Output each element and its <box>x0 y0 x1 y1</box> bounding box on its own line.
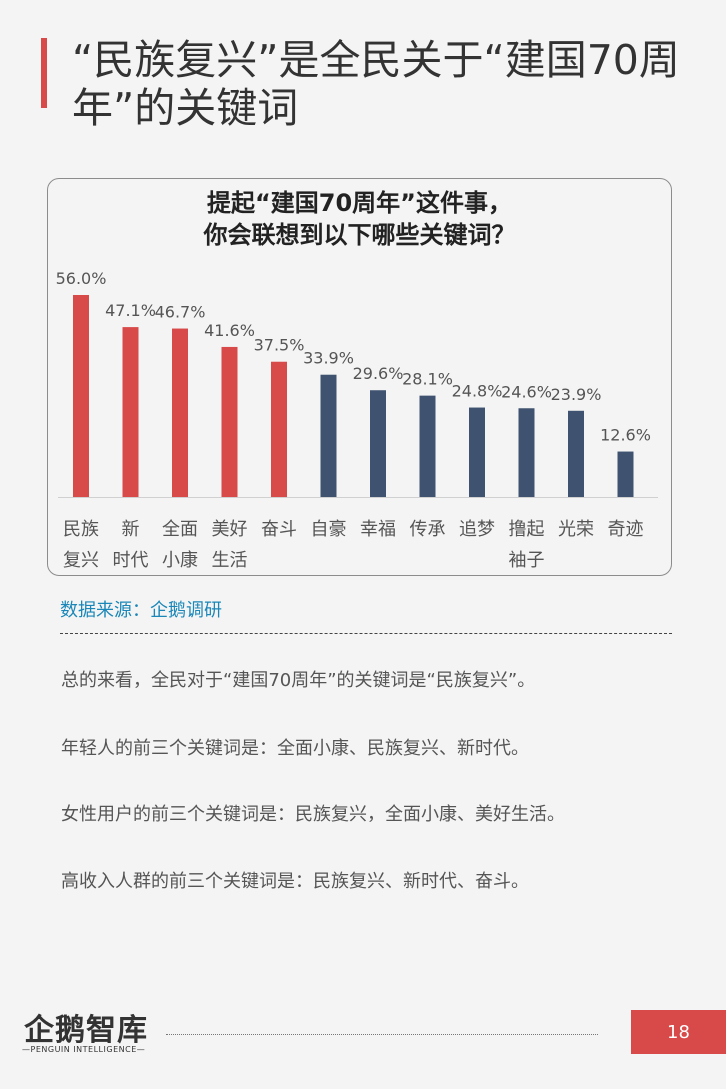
data-label-8: 28.1% <box>402 370 453 389</box>
penguin-intelligence-logo: 企鹅智库 —PENGUIN INTELLIGENCE— <box>20 1005 150 1060</box>
bar-chart: 56.0% 民族复兴 47.1% 新时代 46.7% 全面小康 41.6% 美好生活 37.5%… <box>56 269 658 571</box>
chart-title-line-1: 提起“建国70周年”这件事， <box>207 189 512 217</box>
page-number: 18 <box>667 1021 690 1043</box>
bar-11 <box>568 410 584 497</box>
bar-2 <box>122 327 139 497</box>
category-label-2-line-2: 时代 <box>113 550 149 571</box>
data-label-1: 56.0% <box>56 269 107 288</box>
category-label-11: 光荣 <box>558 519 594 540</box>
data-label-5: 37.5% <box>254 336 305 355</box>
data-label-7: 29.6% <box>353 364 404 383</box>
page-title-line-1: “民族复兴”是全民关于“建国70周 <box>72 36 680 84</box>
summary-paragraph-high-income: 高收入人群的前三个关键词是：民族复兴、新时代、奋斗。 <box>61 871 529 892</box>
data-label-9: 24.8% <box>452 382 503 401</box>
category-label-6: 自豪 <box>311 519 347 540</box>
bar-9 <box>469 407 485 497</box>
bar-12 <box>617 451 634 497</box>
category-label-12: 奇迹 <box>608 519 644 540</box>
summary-paragraph-female: 女性用户的前三个关键词是：民族复兴，全面小康、美好生活。 <box>61 804 565 825</box>
bar-1 <box>73 295 89 497</box>
data-label-6: 33.9% <box>303 349 354 368</box>
data-label-3: 46.7% <box>155 303 206 322</box>
category-label-9: 追梦 <box>459 519 495 540</box>
page-number-badge: 18 <box>631 1010 726 1054</box>
data-label-2: 47.1% <box>105 301 156 320</box>
data-label-10: 24.6% <box>501 382 552 401</box>
logo-subtitle: —PENGUIN INTELLIGENCE— <box>22 1045 146 1054</box>
page-title-line-2: 年”的关键词 <box>72 84 299 132</box>
section-divider <box>60 633 672 634</box>
category-label-4-line-1: 美好 <box>212 519 248 540</box>
category-label-10-line-1: 撸起 <box>509 519 545 540</box>
data-label-12: 12.6% <box>600 426 651 445</box>
page-title: “民族复兴”是全民关于“建国70周 年”的关键词 <box>72 36 702 132</box>
bar-4 <box>221 346 238 497</box>
category-label-2-line-1: 新 <box>122 519 140 540</box>
bar-8 <box>419 395 436 497</box>
logo-wordmark: 企鹅智库 <box>24 1013 148 1048</box>
category-label-5: 奋斗 <box>261 519 297 540</box>
bar-7 <box>370 390 386 497</box>
bar-6 <box>320 374 337 497</box>
summary-paragraph-overall: 总的来看，全民对于“建国70周年”的关键词是“民族复兴”。 <box>61 670 536 691</box>
category-label-8: 传承 <box>410 519 446 540</box>
bar-5 <box>271 361 287 497</box>
category-label-10-line-2: 袖子 <box>509 550 545 571</box>
category-label-1-line-2: 复兴 <box>63 550 99 571</box>
summary-paragraph-young: 年轻人的前三个关键词是：全面小康、民族复兴、新时代。 <box>61 738 529 759</box>
data-source-note: 数据来源：企鹅调研 <box>60 600 222 621</box>
chart-panel: 提起“建国70周年”这件事， 你会联想到以下哪些关键词？ 56.0% 民族复兴 47… <box>47 178 672 576</box>
category-label-7: 幸福 <box>360 519 396 540</box>
footer-divider <box>166 1034 598 1035</box>
data-label-11: 23.9% <box>551 385 602 404</box>
category-label-3-line-1: 全面 <box>162 519 198 540</box>
category-label-4-line-2: 生活 <box>212 550 248 571</box>
chart-title-line-2: 你会联想到以下哪些关键词？ <box>203 221 516 249</box>
category-label-1-line-1: 民族 <box>63 519 99 540</box>
bar-10 <box>518 408 535 497</box>
category-label-3-line-2: 小康 <box>162 550 198 571</box>
data-label-4: 41.6% <box>204 321 255 340</box>
title-accent-bar <box>41 38 47 108</box>
bar-3 <box>172 328 188 497</box>
